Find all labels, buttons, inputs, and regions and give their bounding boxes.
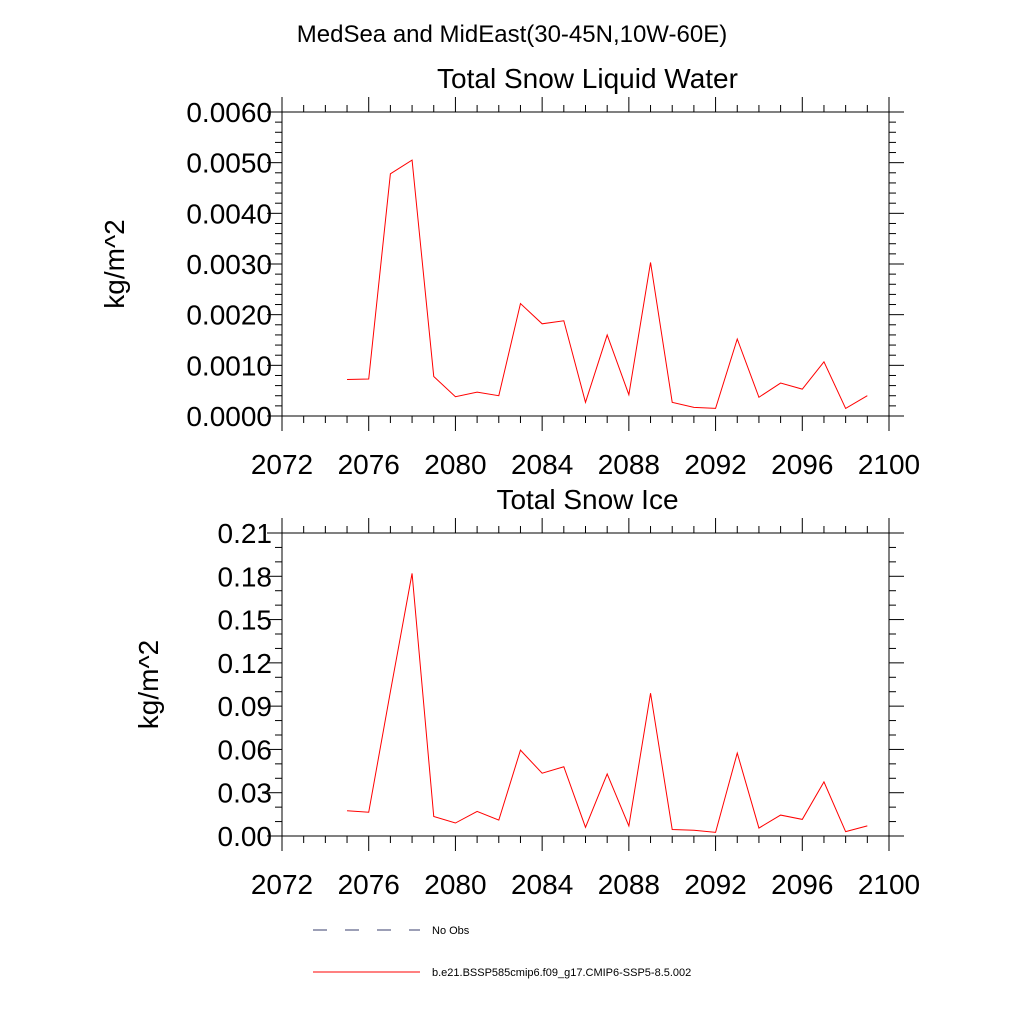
y-tick-label: 0.0030 [186, 249, 272, 280]
x-tick-label: 2080 [424, 869, 486, 900]
x-tick-label: 2100 [858, 869, 920, 900]
y-tick-label: 0.0050 [186, 148, 272, 179]
y-axis-label: kg/m^2 [99, 219, 130, 308]
y-tick-label: 0.15 [218, 605, 273, 636]
x-tick-label: 2096 [771, 449, 833, 480]
x-tick-label: 2088 [598, 869, 660, 900]
legend: No Obs b.e21.BSSP585cmip6.f09_g17.CMIP6-… [313, 925, 691, 979]
y-tick-label: 0.0020 [186, 300, 272, 331]
y-tick-label: 0.21 [218, 518, 273, 549]
x-tick-label: 2092 [684, 449, 746, 480]
x-tick-label: 2088 [598, 449, 660, 480]
figure-title: MedSea and MidEast(30-45N,10W-60E) [297, 21, 727, 48]
panel-snow-ice: Total Snow Ice 2072 2076 2080 2084 2088 2092 20… [133, 484, 920, 900]
panel-snow-liquid-water: Total Snow Liquid Water 2072 2076 2080 2084 2… [99, 63, 920, 480]
x-tick-label: 2100 [858, 449, 920, 480]
y-tick-label: 0.18 [218, 561, 273, 592]
x-tick-label: 2076 [338, 869, 400, 900]
y-tick-label: 0.03 [218, 778, 273, 809]
x-tick-label: 2084 [511, 869, 573, 900]
y-tick-label: 0.12 [218, 648, 273, 679]
x-tick-label: 2080 [424, 449, 486, 480]
y-tick-label: 0.0060 [186, 97, 272, 128]
y-tick-label: 0.0010 [186, 350, 272, 381]
y-tick-label: 0.00 [218, 821, 273, 852]
series-line-0 [347, 159, 868, 410]
x-tick-label: 2096 [771, 869, 833, 900]
x-tick-label: 2076 [338, 449, 400, 480]
panel-title: Total Snow Ice [496, 484, 678, 515]
y-tick-label: 0.06 [218, 734, 273, 765]
panel-title: Total Snow Liquid Water [437, 63, 738, 94]
legend-entry-no-obs: No Obs [313, 925, 470, 937]
y-axis-label: kg/m^2 [133, 640, 164, 729]
legend-label-no-obs: No Obs [432, 925, 470, 937]
legend-label-model-run: b.e21.BSSP585cmip6.f09_g17.CMIP6-SSP5-8.… [432, 967, 691, 979]
x-tick-label: 2072 [251, 449, 313, 480]
x-tick-label: 2072 [251, 869, 313, 900]
y-tick-label: 0.09 [218, 691, 273, 722]
series-line-0 [347, 573, 868, 833]
y-tick-label: 0.0000 [186, 401, 272, 432]
plot-frame [281, 111, 890, 417]
x-tick-label: 2092 [684, 869, 746, 900]
legend-entry-model-run: b.e21.BSSP585cmip6.f09_g17.CMIP6-SSP5-8.… [313, 967, 691, 979]
x-tick-label: 2084 [511, 449, 573, 480]
y-tick-label: 0.0040 [186, 198, 272, 229]
